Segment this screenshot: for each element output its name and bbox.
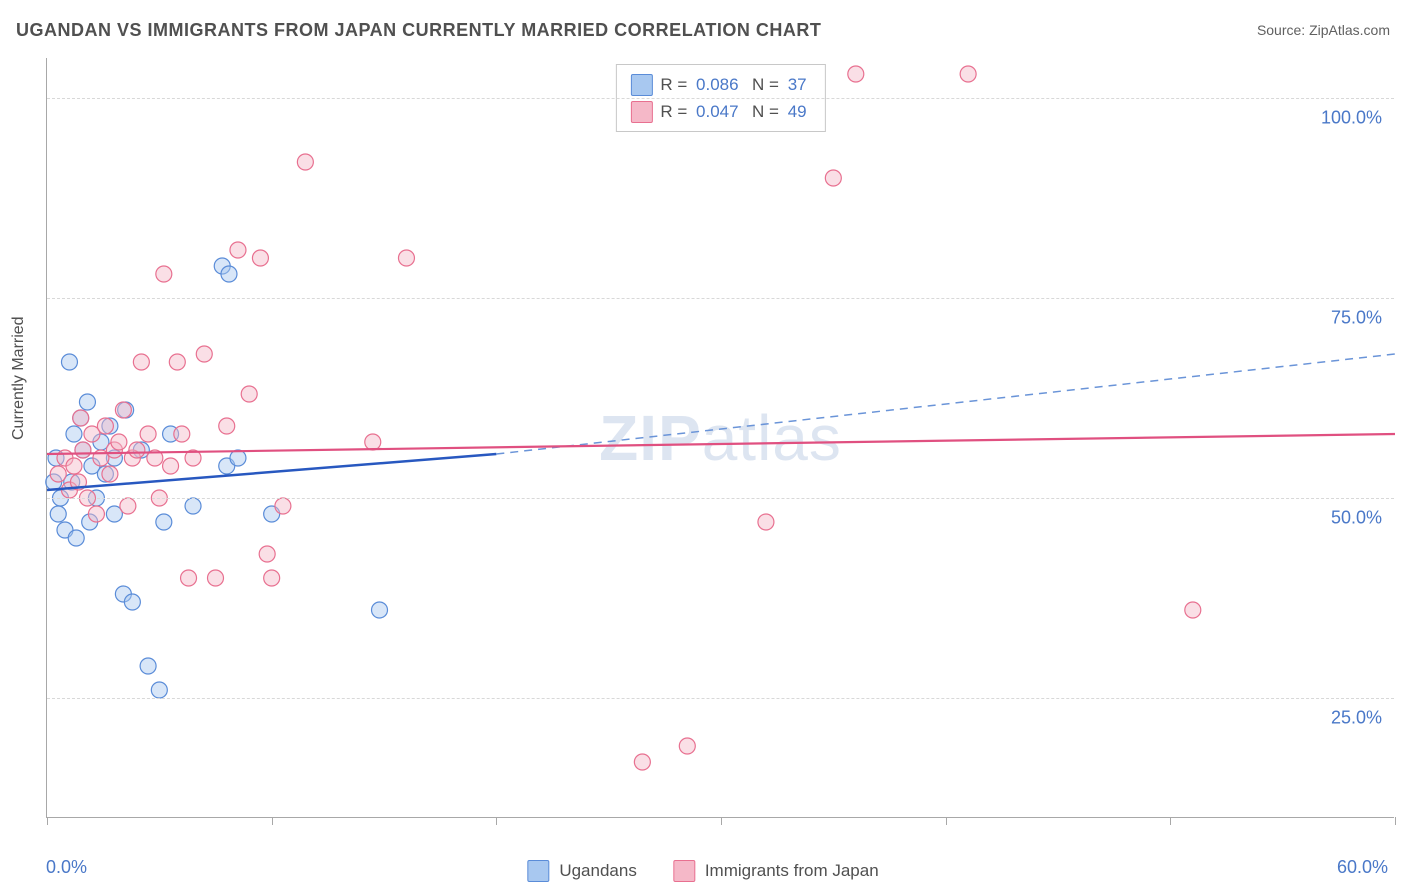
scatter-point <box>259 546 275 562</box>
scatter-point <box>102 466 118 482</box>
scatter-point <box>140 658 156 674</box>
x-tick <box>272 817 273 825</box>
legend-stat-row: R = 0.047 N = 49 <box>630 98 810 125</box>
scatter-point <box>75 442 91 458</box>
scatter-point <box>50 466 66 482</box>
scatter-point <box>66 458 82 474</box>
scatter-point <box>372 602 388 618</box>
legend-label: Immigrants from Japan <box>705 861 879 881</box>
scatter-point <box>61 354 77 370</box>
legend-item: Immigrants from Japan <box>673 860 879 882</box>
x-tick <box>496 817 497 825</box>
scatter-point <box>174 426 190 442</box>
x-tick <box>47 817 48 825</box>
legend-swatch <box>673 860 695 882</box>
y-axis-label: Currently Married <box>10 316 28 440</box>
scatter-point <box>79 394 95 410</box>
plot-area: ZIPatlas R = 0.086 N = 37R = 0.047 N = 4… <box>46 58 1394 818</box>
scatter-point <box>398 250 414 266</box>
source-label: Source: ZipAtlas.com <box>1257 22 1390 38</box>
chart-svg <box>47 58 1394 817</box>
scatter-point <box>140 426 156 442</box>
scatter-point <box>758 514 774 530</box>
legend-bottom: Ugandans Immigrants from Japan <box>527 860 878 882</box>
scatter-point <box>297 154 313 170</box>
scatter-point <box>825 170 841 186</box>
legend-stat-text: R = 0.047 N = 49 <box>660 98 810 125</box>
scatter-point <box>960 66 976 82</box>
scatter-point <box>230 242 246 258</box>
scatter-point <box>264 570 280 586</box>
scatter-point <box>133 354 149 370</box>
scatter-point <box>66 426 82 442</box>
scatter-point <box>129 442 145 458</box>
gridline <box>47 298 1394 299</box>
legend-item: Ugandans <box>527 860 637 882</box>
x-min-label: 0.0% <box>46 857 87 878</box>
scatter-point <box>196 346 212 362</box>
scatter-point <box>219 418 235 434</box>
scatter-point <box>156 514 172 530</box>
x-tick <box>1395 817 1396 825</box>
scatter-point <box>181 570 197 586</box>
legend-stat-row: R = 0.086 N = 37 <box>630 71 810 98</box>
legend-stat-text: R = 0.086 N = 37 <box>660 71 810 98</box>
y-tick-label: 50.0% <box>1331 508 1382 529</box>
chart-title: UGANDAN VS IMMIGRANTS FROM JAPAN CURRENT… <box>16 20 821 41</box>
x-tick <box>946 817 947 825</box>
scatter-point <box>73 410 89 426</box>
legend-swatch <box>527 860 549 882</box>
scatter-point <box>120 498 136 514</box>
scatter-point <box>88 506 104 522</box>
x-tick <box>1170 817 1171 825</box>
trend-line-dashed <box>496 354 1395 454</box>
scatter-point <box>634 754 650 770</box>
scatter-point <box>169 354 185 370</box>
gridline <box>47 98 1394 99</box>
y-tick-label: 75.0% <box>1331 308 1382 329</box>
legend-swatch <box>630 101 652 123</box>
scatter-point <box>50 506 66 522</box>
legend-swatch <box>630 74 652 96</box>
legend-label: Ugandans <box>559 861 637 881</box>
x-tick <box>721 817 722 825</box>
scatter-point <box>151 682 167 698</box>
scatter-point <box>241 386 257 402</box>
scatter-point <box>275 498 291 514</box>
scatter-point <box>185 498 201 514</box>
scatter-point <box>252 250 268 266</box>
scatter-point <box>156 266 172 282</box>
trend-line <box>47 434 1395 454</box>
scatter-point <box>68 530 84 546</box>
scatter-point <box>124 594 140 610</box>
scatter-point <box>208 570 224 586</box>
scatter-point <box>679 738 695 754</box>
y-tick-label: 25.0% <box>1331 708 1382 729</box>
scatter-point <box>230 450 246 466</box>
scatter-point <box>97 418 113 434</box>
scatter-point <box>1185 602 1201 618</box>
scatter-point <box>163 458 179 474</box>
scatter-point <box>115 402 131 418</box>
x-max-label: 60.0% <box>1337 857 1388 878</box>
scatter-point <box>365 434 381 450</box>
gridline <box>47 498 1394 499</box>
scatter-point <box>111 434 127 450</box>
gridline <box>47 698 1394 699</box>
y-tick-label: 100.0% <box>1321 108 1382 129</box>
scatter-point <box>848 66 864 82</box>
scatter-point <box>221 266 237 282</box>
